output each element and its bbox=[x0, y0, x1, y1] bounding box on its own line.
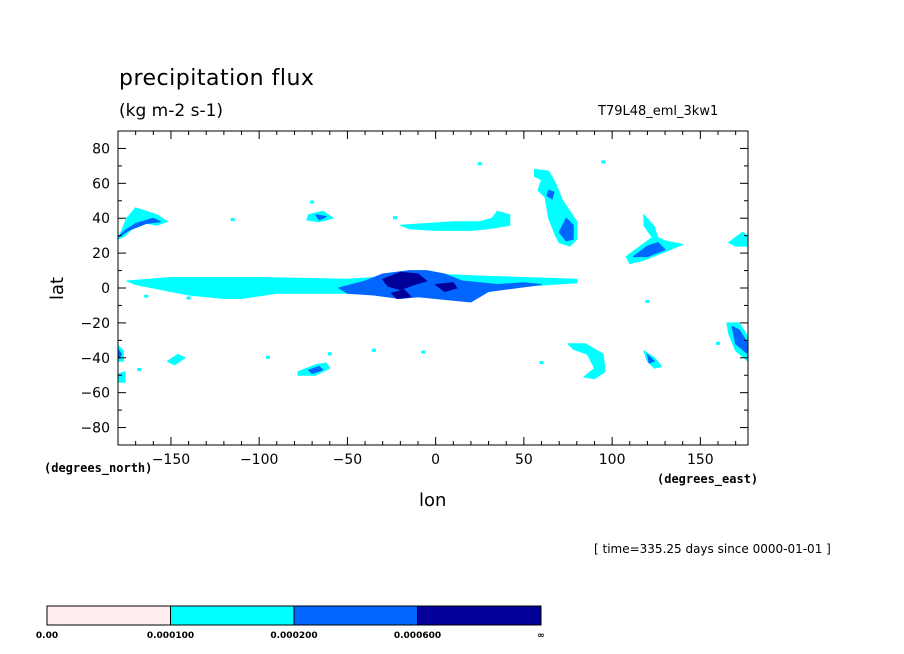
contour-region-27 bbox=[118, 371, 126, 383]
y-axis-units: (degrees_north) bbox=[44, 461, 153, 475]
contour-region-25 bbox=[308, 366, 324, 374]
contour-spot-10 bbox=[539, 361, 544, 365]
x-tick-label: 100 bbox=[599, 452, 626, 468]
chart-title: precipitation flux bbox=[119, 66, 315, 91]
contour-region-12 bbox=[546, 189, 555, 200]
colorbar-label-2: 0.000200 bbox=[270, 631, 317, 641]
y-tick-label: 40 bbox=[92, 211, 110, 227]
colorbar-label-3: 0.000600 bbox=[394, 631, 441, 641]
y-tick-label: −20 bbox=[80, 316, 110, 332]
contour-region-20 bbox=[118, 348, 122, 360]
contour-region-2 bbox=[382, 271, 428, 291]
contour-spot-13 bbox=[137, 367, 142, 371]
contour-spot-5 bbox=[144, 294, 149, 298]
contour-region-4 bbox=[435, 282, 458, 292]
contour-region-9 bbox=[399, 210, 511, 231]
contour-region-16 bbox=[728, 231, 748, 247]
contour-region-15 bbox=[643, 214, 659, 240]
x-axis-label: lon bbox=[419, 490, 447, 511]
colorbar-label-1: 0.000100 bbox=[147, 631, 194, 641]
contour-spot-3 bbox=[477, 162, 482, 166]
contour-region-6 bbox=[118, 217, 161, 238]
contour-spot-11 bbox=[645, 299, 650, 303]
y-tick-label: −60 bbox=[80, 386, 110, 402]
colorbar-label-4: ∞ bbox=[537, 631, 545, 641]
chart-units: (kg m-2 s-1) bbox=[119, 101, 224, 121]
colorbar-swatch-0 bbox=[46, 605, 171, 626]
contour-region-23 bbox=[646, 353, 655, 364]
contour-region-21 bbox=[567, 343, 606, 380]
contour-region-18 bbox=[731, 325, 748, 355]
y-tick-label: 60 bbox=[92, 176, 110, 192]
run-label: T79L48_eml_3kw1 bbox=[598, 104, 719, 119]
x-axis-units: (degrees_east) bbox=[657, 472, 759, 486]
contour-region-11 bbox=[558, 217, 574, 242]
y-tick-label: −40 bbox=[80, 351, 110, 367]
colorbar-swatch-1 bbox=[170, 605, 295, 626]
x-tick-label: 0 bbox=[431, 452, 440, 468]
contour-spot-2 bbox=[393, 216, 398, 220]
colorbar-label-0: 0.00 bbox=[36, 631, 58, 641]
y-tick-label: −80 bbox=[80, 421, 110, 437]
colorbar-swatch-2 bbox=[293, 605, 418, 626]
contour-spot-9 bbox=[421, 350, 426, 354]
contour-spot-14 bbox=[601, 160, 606, 164]
contour-region-14 bbox=[632, 242, 666, 258]
x-tick-label: −50 bbox=[333, 452, 363, 468]
contour-region-8 bbox=[315, 214, 327, 221]
x-tick-label: −100 bbox=[240, 452, 278, 468]
contour-region-3 bbox=[391, 289, 412, 299]
contour-region-5 bbox=[118, 207, 168, 240]
contour-spot-15 bbox=[266, 355, 270, 359]
y-tick-label: 0 bbox=[101, 281, 110, 297]
time-note: [ time=335.25 days since 0000-01-01 ] bbox=[594, 542, 831, 556]
contour-spot-4 bbox=[186, 296, 191, 300]
contour-spot-1 bbox=[310, 200, 315, 204]
contour-spot-8 bbox=[371, 348, 376, 352]
x-tick-label: 150 bbox=[687, 452, 714, 468]
colorbar-swatch-3 bbox=[417, 605, 542, 626]
y-tick-label: 20 bbox=[92, 246, 110, 262]
contour-spot-7 bbox=[327, 352, 332, 356]
x-tick-label: 50 bbox=[515, 452, 533, 468]
contour-fills bbox=[118, 160, 748, 383]
contour-spot-12 bbox=[716, 341, 720, 345]
x-tick-label: −150 bbox=[152, 452, 190, 468]
contour-spot-0 bbox=[230, 217, 235, 221]
y-tick-label: 80 bbox=[92, 141, 110, 157]
contour-region-26 bbox=[166, 353, 186, 366]
contour-spot-6 bbox=[204, 289, 209, 293]
